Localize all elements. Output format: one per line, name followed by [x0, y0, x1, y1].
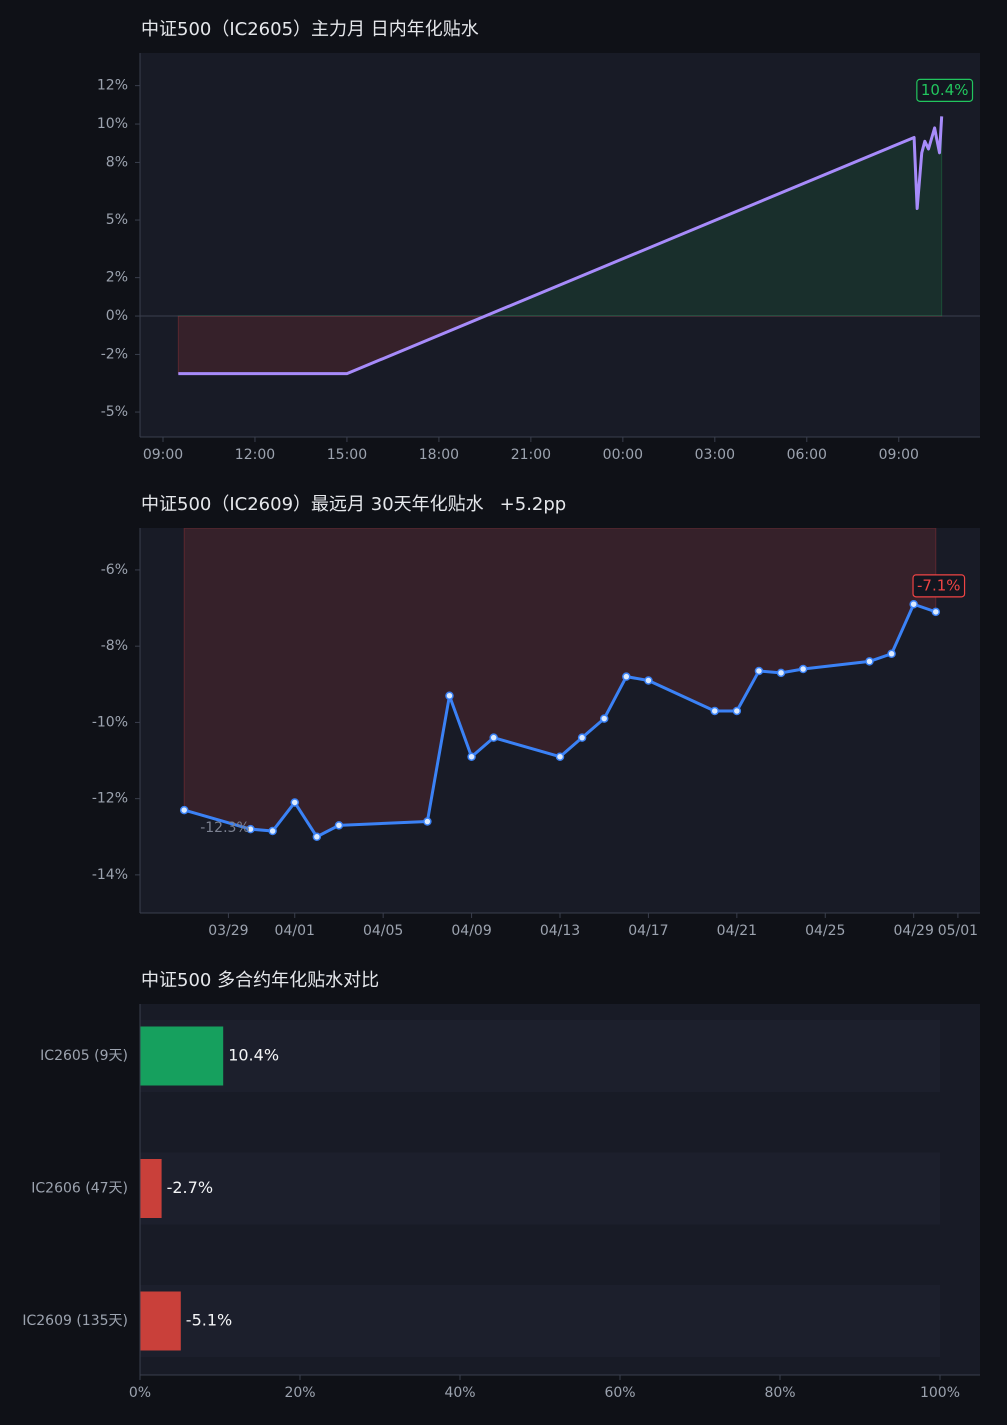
category-label: IC2609 (135天)	[22, 1313, 128, 1329]
y-tick-label: 12%	[97, 78, 128, 94]
point	[887, 649, 896, 659]
y-tick-label: -8%	[101, 638, 128, 654]
x-tick-label: 12:00	[235, 447, 275, 463]
y-tick-label: -12%	[92, 791, 128, 807]
x-tick-label: 03:00	[695, 447, 735, 463]
point	[754, 666, 764, 676]
row-band	[140, 1285, 940, 1357]
point	[179, 805, 189, 815]
point	[423, 817, 432, 826]
category-label: IC2605 (9天)	[40, 1048, 128, 1064]
x-tick-label: 09:00	[879, 447, 919, 463]
x-tick-label: 15:00	[327, 447, 367, 463]
point	[246, 824, 255, 834]
chart-title: 中证500（IC2605）主力月 日内年化贴水	[141, 19, 479, 40]
x-tick-label: 100%	[920, 1385, 960, 1401]
y-tick-label: 0%	[106, 308, 128, 324]
point	[931, 607, 941, 617]
x-tick-label: 05/01	[938, 923, 978, 939]
x-tick-label: 09:00	[143, 447, 183, 463]
line	[178, 116, 944, 376]
x-tick-label: 04/17	[628, 923, 668, 939]
y-tick-label: 8%	[106, 154, 128, 170]
y-tick-label: 2%	[106, 270, 128, 286]
bar	[140, 1026, 224, 1086]
end-label: 10.4%	[921, 81, 969, 99]
y-tick-label: -10%	[92, 714, 128, 730]
x-tick-label: 20%	[284, 1385, 315, 1401]
x-tick-label: 06:00	[787, 447, 827, 463]
point	[865, 657, 874, 666]
point	[445, 691, 454, 700]
x-tick-label: 21:00	[511, 447, 551, 463]
category-label: IC2606 (47天)	[31, 1181, 128, 1197]
row-band	[140, 1020, 940, 1092]
chart-title: 中证500（IC2609）最远月 30天年化贴水	[141, 494, 484, 515]
x-tick-label: 40%	[444, 1385, 475, 1401]
point	[577, 733, 587, 742]
y-tick-label: -6%	[101, 562, 128, 578]
end-label: -7.1%	[917, 576, 961, 594]
plot-area	[140, 528, 980, 913]
x-tick-label: 04/25	[805, 923, 845, 939]
value-label: 10.4%	[228, 1046, 279, 1065]
point	[268, 826, 277, 836]
point	[776, 668, 786, 678]
x-tick-label: 18:00	[419, 447, 459, 463]
x-tick-label: 04/21	[717, 923, 757, 939]
bar	[140, 1291, 181, 1351]
value-label: -5.1%	[186, 1311, 232, 1330]
point	[622, 672, 631, 681]
x-tick-label: 04/29	[894, 923, 934, 939]
y-tick-label: 5%	[106, 212, 128, 228]
bar	[140, 1159, 162, 1218]
y-tick-label: -5%	[101, 404, 128, 420]
x-tick-label: 03/29	[208, 923, 248, 939]
x-tick-label: 04/01	[275, 923, 315, 939]
point	[644, 676, 653, 685]
point	[312, 832, 322, 842]
row-band	[140, 1152, 940, 1225]
y-tick-label: -14%	[92, 867, 128, 883]
x-tick-label: 80%	[764, 1385, 795, 1401]
value-label: -2.7%	[167, 1178, 213, 1197]
x-tick-label: 04/13	[540, 923, 580, 939]
end-label-box	[916, 78, 974, 102]
point	[909, 599, 918, 609]
x-tick-label: 04/09	[451, 923, 491, 939]
y-tick-label: -2%	[101, 346, 128, 362]
point	[798, 664, 808, 674]
point	[334, 821, 344, 830]
point	[290, 798, 299, 807]
end-label-box	[912, 574, 966, 598]
start-label: -12.3%	[200, 820, 250, 836]
point	[555, 752, 565, 761]
point	[489, 733, 498, 742]
chart-subtitle: +5.2pp	[500, 494, 567, 515]
line	[183, 602, 937, 839]
x-tick-label: 0%	[129, 1385, 151, 1401]
y-tick-label: 10%	[97, 116, 128, 132]
point	[710, 706, 719, 716]
x-tick-label: 04/05	[363, 923, 403, 939]
point	[599, 714, 609, 723]
x-tick-label: 60%	[604, 1385, 635, 1401]
point	[732, 706, 742, 716]
point	[467, 752, 476, 761]
chart-title: 中证500 多合约年化贴水对比	[141, 970, 379, 991]
x-tick-label: 00:00	[603, 447, 643, 463]
